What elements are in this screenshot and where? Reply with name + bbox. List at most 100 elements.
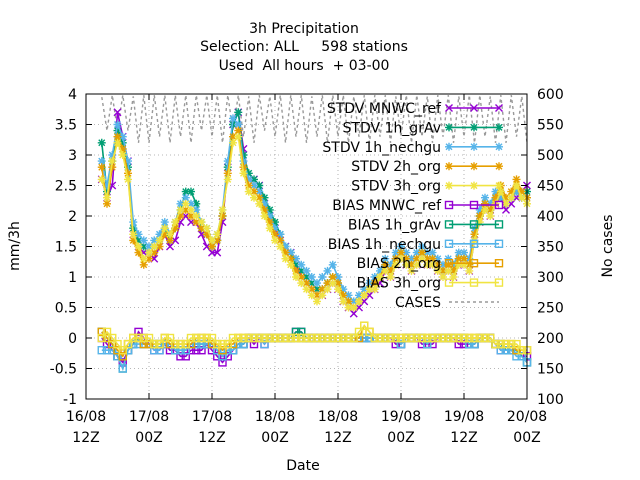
data-point	[276, 236, 285, 245]
data-point	[439, 260, 447, 269]
data-point	[118, 144, 127, 153]
data-point	[333, 333, 343, 343]
data-point	[249, 333, 259, 343]
data-point	[223, 175, 232, 184]
data-point	[244, 181, 253, 190]
data-point	[454, 333, 463, 343]
data-point	[270, 333, 280, 343]
data-point	[439, 266, 447, 275]
data-point	[365, 279, 374, 288]
legend-entry: BIAS 1h_nechgu	[328, 237, 504, 253]
data-point	[192, 333, 201, 343]
data-point	[244, 169, 253, 178]
data-point	[444, 278, 454, 287]
data-point	[265, 205, 274, 214]
y2-tick-label: 600	[537, 87, 564, 103]
data-point	[360, 333, 369, 343]
data-point	[339, 297, 348, 306]
data-point	[418, 254, 426, 263]
data-point	[197, 333, 206, 343]
data-point	[354, 327, 364, 337]
legend-entry: STDV MNWC_ref	[327, 101, 503, 117]
data-point	[470, 142, 478, 151]
data-point	[486, 199, 495, 208]
data-point	[507, 339, 516, 349]
data-point	[281, 248, 290, 257]
legend-label: STDV 1h_grAv	[343, 120, 441, 136]
data-point	[113, 132, 122, 141]
data-point	[139, 236, 148, 245]
legend-entry: BIAS 2h_org	[357, 256, 504, 272]
x-tick-label-date: 17/08	[129, 409, 169, 425]
series-cases	[101, 95, 528, 143]
data-point	[433, 260, 442, 269]
data-point	[512, 352, 521, 361]
data-point	[103, 193, 111, 202]
legend-label: BIAS 3h_org	[357, 276, 441, 292]
data-point	[181, 352, 190, 361]
data-point	[501, 339, 511, 349]
data-point	[181, 339, 190, 349]
data-point	[423, 248, 432, 257]
data-point	[397, 242, 405, 251]
data-point	[360, 285, 369, 294]
x-tick-label-date: 20/08	[507, 409, 547, 425]
data-point	[234, 108, 243, 117]
series-layer	[97, 95, 532, 373]
data-point	[376, 273, 384, 281]
data-point	[297, 333, 306, 343]
data-point	[145, 242, 153, 251]
data-point	[470, 230, 479, 239]
data-point	[512, 187, 521, 196]
data-point	[218, 212, 227, 220]
data-point	[192, 346, 201, 355]
data-point	[181, 187, 190, 196]
data-point	[202, 339, 211, 349]
data-point	[118, 364, 127, 373]
data-point	[276, 242, 285, 251]
y-tick-label: 3.5	[55, 118, 77, 134]
data-point	[318, 273, 327, 281]
data-point	[318, 333, 327, 343]
data-point	[445, 181, 453, 190]
data-point	[302, 279, 311, 288]
data-point	[433, 333, 442, 343]
data-point	[470, 162, 478, 171]
data-point	[407, 254, 416, 263]
data-point	[155, 242, 164, 251]
data-point	[113, 346, 122, 355]
data-point	[218, 358, 227, 367]
data-point	[171, 339, 180, 349]
data-point	[460, 248, 468, 257]
data-point	[376, 266, 384, 275]
data-point	[260, 205, 269, 214]
data-point	[118, 346, 127, 355]
data-point	[291, 333, 301, 343]
data-point	[495, 181, 503, 190]
data-point	[307, 333, 316, 343]
data-point	[223, 157, 232, 166]
data-point	[255, 181, 264, 190]
data-point	[124, 157, 132, 166]
data-point	[228, 346, 238, 355]
data-point	[444, 200, 454, 210]
data-point	[208, 242, 216, 251]
y-tick-label: 2.5	[55, 179, 77, 195]
data-point	[102, 333, 112, 343]
data-point	[187, 199, 195, 208]
data-point	[113, 339, 122, 349]
data-point	[102, 327, 112, 337]
data-point	[444, 254, 453, 263]
data-point	[265, 212, 274, 220]
data-point	[124, 175, 132, 184]
data-point	[469, 239, 479, 249]
legend-entry: STDV 1h_grAv	[343, 120, 503, 136]
x-tick-label-date: 16/08	[66, 409, 106, 425]
data-point	[391, 248, 400, 257]
data-point	[391, 260, 400, 269]
y-axis-label: mm/3h	[7, 221, 23, 271]
data-point	[496, 187, 505, 196]
data-point	[407, 260, 416, 269]
data-point	[334, 279, 342, 288]
data-point	[260, 339, 269, 349]
